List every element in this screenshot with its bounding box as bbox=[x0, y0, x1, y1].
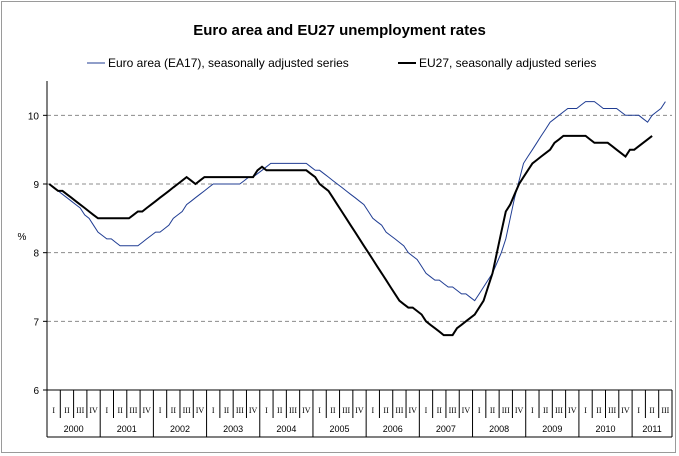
year-label-2001: 2001 bbox=[117, 424, 137, 434]
gridlines bbox=[47, 114, 672, 322]
quarter-label: I bbox=[106, 406, 109, 415]
year-label-2005: 2005 bbox=[330, 424, 350, 434]
year-label-2010: 2010 bbox=[595, 424, 615, 434]
quarter-label: IV bbox=[515, 406, 524, 415]
quarter-label: II bbox=[596, 406, 602, 415]
y-tick-label-9: 9 bbox=[33, 180, 39, 191]
quarter-label: IV bbox=[568, 406, 577, 415]
quarter-label: III bbox=[555, 406, 563, 415]
quarter-label: II bbox=[64, 406, 70, 415]
year-label-2006: 2006 bbox=[383, 424, 403, 434]
quarter-label: II bbox=[224, 406, 230, 415]
quarter-label: III bbox=[342, 406, 350, 415]
year-label-2008: 2008 bbox=[489, 424, 509, 434]
quarter-label: IV bbox=[621, 406, 630, 415]
year-label-2003: 2003 bbox=[223, 424, 243, 434]
year-label-2007: 2007 bbox=[436, 424, 456, 434]
quarter-label: I bbox=[637, 406, 640, 415]
quarter-label: IV bbox=[355, 406, 364, 415]
quarter-label: IV bbox=[408, 406, 417, 415]
quarter-label: III bbox=[236, 406, 244, 415]
quarter-label: II bbox=[117, 406, 123, 415]
chart-title: Euro area and EU27 unemployment rates bbox=[193, 22, 486, 39]
quarter-label: I bbox=[478, 406, 481, 415]
quarter-label: II bbox=[437, 406, 443, 415]
quarter-label: II bbox=[649, 406, 655, 415]
quarter-label: I bbox=[265, 406, 268, 415]
series-line-eu27 bbox=[48, 134, 653, 337]
quarter-label: I bbox=[318, 406, 321, 415]
quarter-label: I bbox=[584, 406, 587, 415]
quarter-label: III bbox=[76, 406, 84, 415]
quarter-label: II bbox=[543, 406, 549, 415]
quarter-label: I bbox=[52, 406, 55, 415]
y-tick-label-8: 8 bbox=[33, 249, 39, 260]
year-label-2011: 2011 bbox=[642, 424, 661, 434]
quarter-label: IV bbox=[462, 406, 471, 415]
y-axis-label: % bbox=[18, 232, 27, 243]
quarter-label: II bbox=[490, 406, 496, 415]
quarter-label: I bbox=[371, 406, 374, 415]
quarter-label: II bbox=[277, 406, 283, 415]
quarter-label: I bbox=[212, 406, 215, 415]
year-label-2002: 2002 bbox=[170, 424, 190, 434]
quarter-label: II bbox=[330, 406, 336, 415]
quarter-label: I bbox=[531, 406, 534, 415]
quarter-label: I bbox=[159, 406, 162, 415]
quarter-label: III bbox=[502, 406, 510, 415]
y-tick-label-7: 7 bbox=[33, 317, 39, 328]
quarter-label: IV bbox=[302, 406, 311, 415]
series-lines bbox=[48, 101, 666, 337]
year-label-2009: 2009 bbox=[542, 424, 562, 434]
year-label-2000: 2000 bbox=[64, 424, 84, 434]
quarter-label: III bbox=[129, 406, 137, 415]
quarter-label: III bbox=[289, 406, 297, 415]
quarter-label: II bbox=[383, 406, 389, 415]
quarter-label: IV bbox=[89, 406, 98, 415]
legend-label-euro-area: Euro area (EA17), seasonally adjusted se… bbox=[108, 56, 349, 70]
quarter-label: IV bbox=[143, 406, 152, 415]
quarter-label: IV bbox=[196, 406, 205, 415]
quarter-label: III bbox=[661, 406, 669, 415]
quarter-label: III bbox=[449, 406, 457, 415]
legend: Euro area (EA17), seasonally adjusted se… bbox=[87, 56, 596, 70]
year-label-2004: 2004 bbox=[276, 424, 296, 434]
quarter-label: III bbox=[395, 406, 403, 415]
series-line-euro-area bbox=[48, 101, 666, 302]
quarter-label: I bbox=[425, 406, 428, 415]
quarter-label: II bbox=[171, 406, 177, 415]
quarter-label: III bbox=[608, 406, 616, 415]
legend-label-eu27: EU27, seasonally adjusted series bbox=[419, 56, 596, 70]
y-tick-label-6: 6 bbox=[33, 386, 39, 397]
quarter-label: IV bbox=[249, 406, 258, 415]
y-tick-label-10: 10 bbox=[28, 111, 40, 122]
quarter-label: III bbox=[183, 406, 191, 415]
